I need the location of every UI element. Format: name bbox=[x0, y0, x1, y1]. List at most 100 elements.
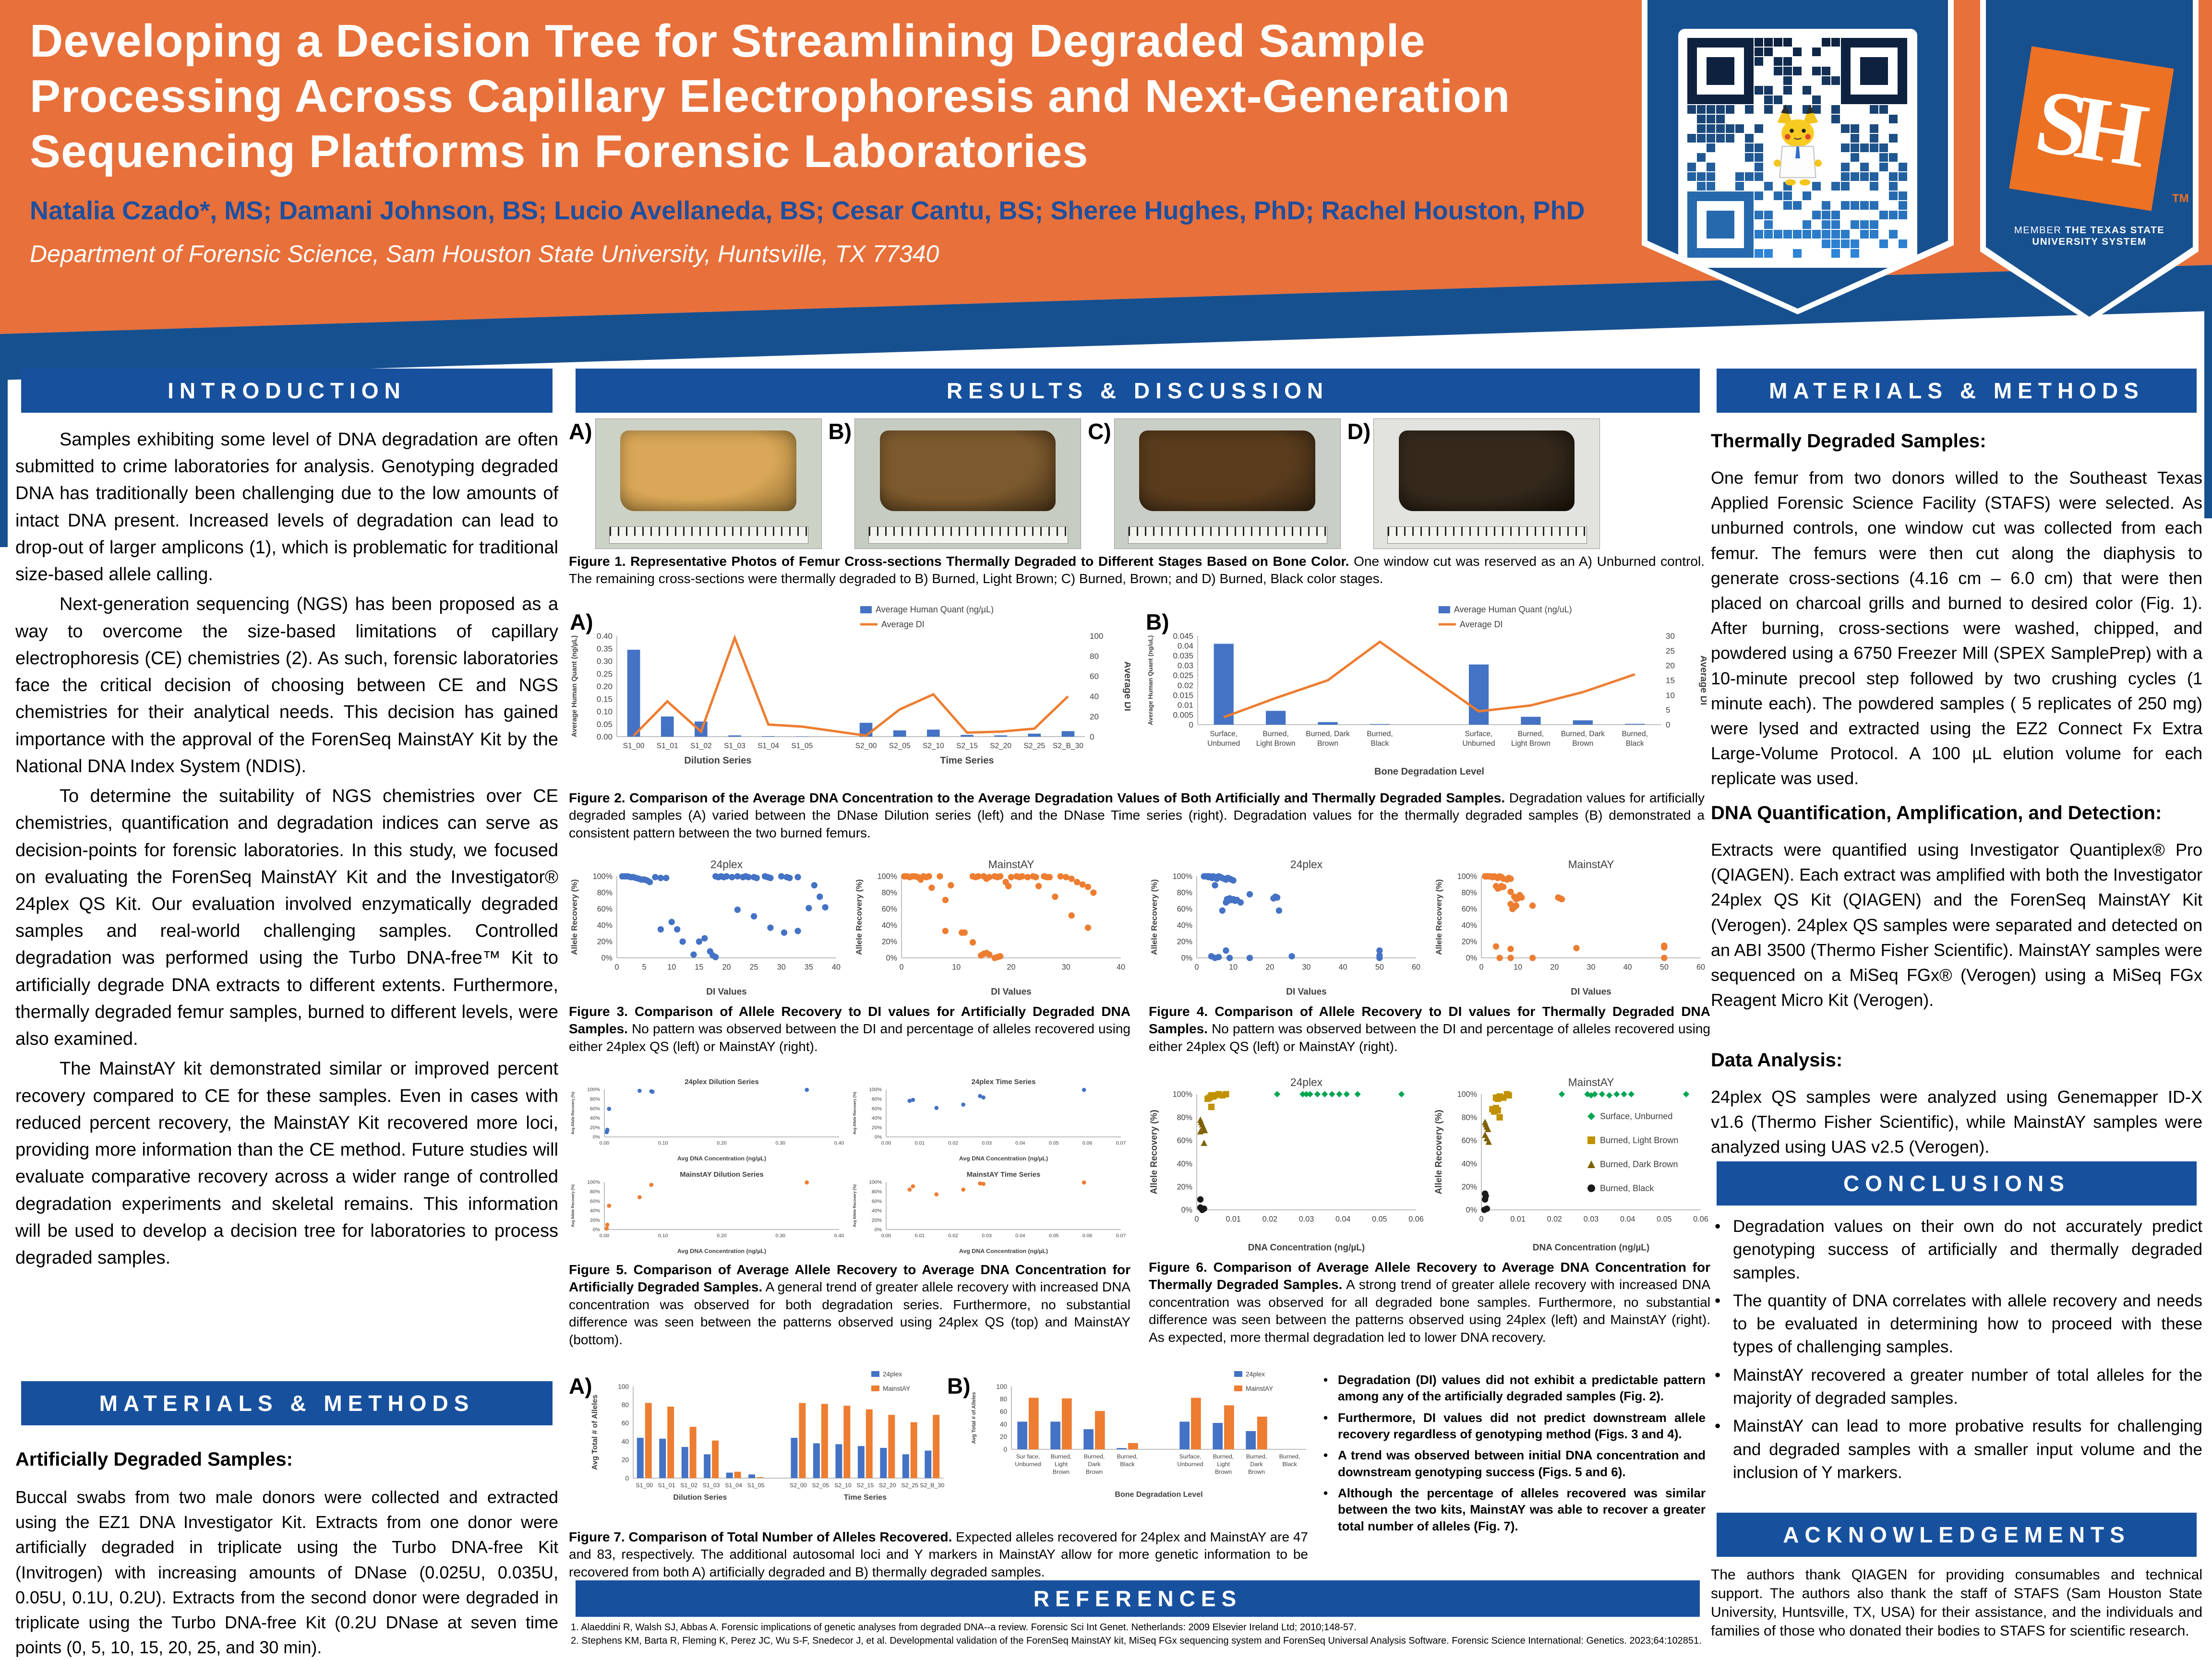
data-analysis-heading: Data Analysis: bbox=[1711, 1050, 1843, 1071]
title-block: Developing a Decision Tree for Streamlin… bbox=[30, 13, 1614, 268]
conclusion-3: MainstAY recovered a greater number of t… bbox=[1711, 1364, 2202, 1410]
artificially-degraded-block: Artificially Degraded Samples: Buccal sw… bbox=[15, 1445, 558, 1660]
figure6-block: 24plex 0% 20% 40% 60% 80% 100% 0 0.01 0.02 0.03 0.0… bbox=[1149, 1075, 1710, 1346]
svg-text:80%: 80% bbox=[590, 1189, 600, 1195]
acknowledgements-header: ACKNOWLEDGEMENTS bbox=[1717, 1513, 2197, 1557]
figure6-caption-bold: Figure 6. Comparison of Average Allele R… bbox=[1149, 1260, 1710, 1292]
svg-text:100%: 100% bbox=[587, 1180, 600, 1185]
fig5-mainstay-dilution-scatter: MainstAY Dilution Series 0% 20% 40% 60% 80% 10… bbox=[571, 1171, 844, 1254]
figure1-caption-text: One window cut was reserved as an A) Unb… bbox=[569, 554, 1705, 586]
svg-text:S2_00: S2_00 bbox=[855, 742, 877, 750]
svg-text:20%: 20% bbox=[882, 938, 897, 946]
svg-text:60%: 60% bbox=[597, 905, 613, 914]
svg-text:Brown: Brown bbox=[1215, 1469, 1232, 1475]
svg-text:60%: 60% bbox=[1462, 905, 1477, 914]
svg-text:20%: 20% bbox=[1177, 938, 1192, 946]
bone-cross-section bbox=[620, 430, 796, 511]
svg-text:100%: 100% bbox=[1173, 872, 1192, 881]
figure7-caption-text: Expected alleles recovered for 24plex an… bbox=[569, 1529, 1308, 1579]
svg-text:0.10: 0.10 bbox=[597, 707, 613, 717]
svg-text:0.02: 0.02 bbox=[948, 1140, 958, 1146]
svg-text:60%: 60% bbox=[1177, 1136, 1192, 1145]
svg-text:S1_05: S1_05 bbox=[747, 1482, 765, 1489]
svg-text:S2_10: S2_10 bbox=[834, 1482, 852, 1489]
figure3-caption-bold: Figure 3. Comparison of Allele Recovery … bbox=[569, 1004, 1130, 1037]
svg-text:100%: 100% bbox=[1457, 872, 1477, 881]
svg-text:MainstAY: MainstAY bbox=[988, 858, 1034, 871]
materials-methods-right-header: MATERIALS & METHODS bbox=[1717, 369, 2197, 413]
header: Developing a Decision Tree for Streamlin… bbox=[0, 0, 2212, 384]
svg-text:Time Series: Time Series bbox=[844, 1493, 887, 1502]
svg-text:0.045: 0.045 bbox=[1173, 632, 1193, 641]
fig7a-grouped-bar-chart: 0 20 40 60 80 100 Avg Total # of Alleles S1_00 S… bbox=[591, 1371, 944, 1502]
svg-text:Burned, Dark Brown: Burned, Dark Brown bbox=[1600, 1159, 1678, 1169]
figure4-block: 24plex 0% 20% 40% 60% 80% 100% 0 10 20 30 40 50 60 DI … bbox=[1149, 854, 1710, 1055]
svg-text:10: 10 bbox=[667, 963, 676, 972]
svg-text:S2_15: S2_15 bbox=[856, 1482, 874, 1489]
svg-text:Average Human Quant (ng/uL): Average Human Quant (ng/uL) bbox=[1147, 635, 1154, 725]
svg-text:Allele Recovery (%): Allele Recovery (%) bbox=[1149, 1110, 1159, 1194]
svg-text:0: 0 bbox=[615, 963, 619, 972]
svg-text:0: 0 bbox=[1003, 1446, 1007, 1453]
svg-text:Allele Recovery (%): Allele Recovery (%) bbox=[570, 879, 579, 955]
shsu-banner: SH TM MEMBER THE TEXAS STATE UNIVERSITY … bbox=[1980, 0, 2199, 322]
svg-text:Burned, Dark: Burned, Dark bbox=[1306, 730, 1350, 738]
svg-text:0.02: 0.02 bbox=[948, 1233, 958, 1239]
svg-text:MainstAY: MainstAY bbox=[883, 1385, 910, 1392]
svg-text:20%: 20% bbox=[872, 1218, 882, 1223]
poster-title-line3: Sequencing Platforms in Forensic Laborat… bbox=[30, 126, 1089, 178]
svg-text:24plex: 24plex bbox=[710, 858, 743, 871]
svg-text:60: 60 bbox=[622, 1420, 629, 1427]
svg-text:Light Brown: Light Brown bbox=[1511, 740, 1551, 748]
svg-text:0.04: 0.04 bbox=[1015, 1233, 1025, 1239]
svg-text:0.01: 0.01 bbox=[1178, 701, 1193, 710]
svg-text:80: 80 bbox=[622, 1401, 629, 1409]
svg-text:24plex Dilution Series: 24plex Dilution Series bbox=[685, 1078, 759, 1086]
svg-text:Avg Allele Recovery (%): Avg Allele Recovery (%) bbox=[571, 1092, 575, 1135]
svg-text:Burned,: Burned, bbox=[1246, 1453, 1267, 1460]
svg-text:40%: 40% bbox=[597, 921, 613, 930]
svg-text:0%: 0% bbox=[875, 1227, 882, 1233]
svg-text:60%: 60% bbox=[1177, 905, 1192, 914]
svg-text:0.05: 0.05 bbox=[597, 720, 613, 729]
member-line: MEMBER THE TEXAS STATE UNIVERSITY SYSTEM bbox=[1986, 225, 2193, 248]
thermally-degraded-body: One femur from two donors willed to the … bbox=[1711, 468, 2202, 788]
svg-text:S1_02: S1_02 bbox=[690, 742, 712, 750]
svg-text:0.20: 0.20 bbox=[597, 682, 613, 691]
svg-text:DNA Concentration (ng/µL): DNA Concentration (ng/µL) bbox=[1533, 1242, 1650, 1253]
svg-text:Black: Black bbox=[1282, 1461, 1297, 1468]
svg-text:0.03: 0.03 bbox=[1178, 661, 1193, 670]
conclusion-1: Degradation values on their own do not a… bbox=[1711, 1215, 2202, 1285]
figure1-caption: Figure 1. Representative Photos of Femur… bbox=[569, 553, 1705, 588]
references-header: REFERENCES bbox=[576, 1580, 1700, 1617]
right-edge-accent bbox=[2204, 288, 2212, 518]
figure7-caption-bold: Figure 7. Comparison of Total Number of … bbox=[569, 1529, 952, 1544]
figure2-panel-a: A) 0.00 0.05 0.10 0.15 0.20 0.25 0.30 0.35 0.40 0… bbox=[569, 602, 1133, 787]
svg-text:80%: 80% bbox=[597, 889, 613, 897]
figure1-panel-d: D) bbox=[1347, 418, 1600, 550]
figure1-panel-b: B) bbox=[829, 418, 1082, 550]
panel-label: B) bbox=[828, 419, 852, 444]
figure5-caption-bold: Figure 5. Comparison of Average Allele R… bbox=[569, 1262, 1130, 1295]
svg-text:40%: 40% bbox=[590, 1115, 600, 1121]
results-bullet-2: Furthermore, DI values did not predict d… bbox=[1322, 1409, 1706, 1443]
svg-text:35: 35 bbox=[805, 963, 813, 972]
svg-text:0.06: 0.06 bbox=[1693, 1215, 1708, 1224]
svg-text:0.00: 0.00 bbox=[600, 1233, 610, 1239]
qr-banner-inner bbox=[1647, 0, 1948, 309]
svg-text:Burned,: Burned, bbox=[1213, 1453, 1234, 1460]
svg-text:S1_04: S1_04 bbox=[757, 742, 779, 750]
svg-text:40: 40 bbox=[1000, 1421, 1008, 1428]
svg-text:0.07: 0.07 bbox=[1116, 1140, 1126, 1146]
svg-text:0: 0 bbox=[1189, 720, 1193, 729]
svg-text:20%: 20% bbox=[597, 938, 613, 946]
svg-text:0%: 0% bbox=[601, 954, 613, 963]
svg-text:30: 30 bbox=[777, 963, 786, 972]
svg-text:0.40: 0.40 bbox=[834, 1140, 844, 1146]
svg-text:Average DI: Average DI bbox=[1698, 656, 1707, 705]
figure6-caption: Figure 6. Comparison of Average Allele R… bbox=[1149, 1259, 1710, 1346]
svg-text:0%: 0% bbox=[875, 1135, 882, 1140]
svg-text:Black: Black bbox=[1120, 1461, 1135, 1468]
svg-text:20%: 20% bbox=[590, 1125, 600, 1131]
svg-text:0%: 0% bbox=[1181, 954, 1192, 963]
